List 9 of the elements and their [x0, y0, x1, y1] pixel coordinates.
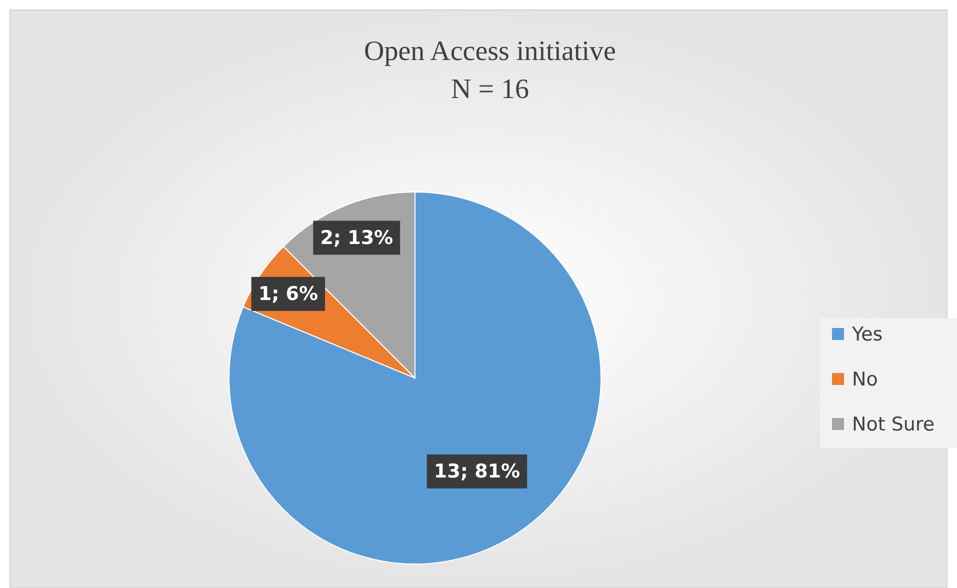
legend-label: Yes [851, 324, 883, 346]
legend-label: Not Sure [852, 414, 935, 436]
legend-label: No [852, 368, 878, 391]
data-label: 13; 81% [434, 460, 520, 482]
chart-title: Open Access initiative [364, 36, 616, 67]
data-label: 2; 13% [320, 226, 394, 249]
chart-subtitle: N = 16 [450, 74, 530, 105]
data-label: 1; 6% [258, 282, 318, 305]
pie-slice [228, 192, 602, 564]
